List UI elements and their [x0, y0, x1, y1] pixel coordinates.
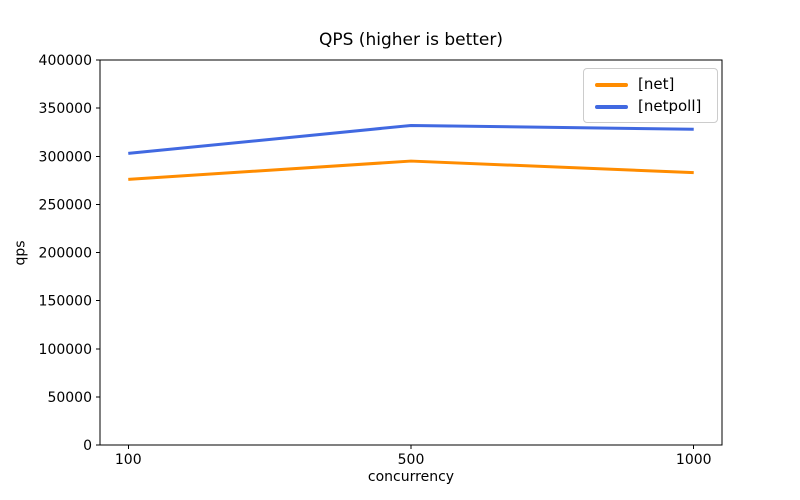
legend-line-netpoll-icon — [595, 104, 628, 109]
x-axis-label: concurrency — [367, 469, 455, 485]
series-line-netpoll — [128, 123, 694, 155]
y-tick-label: 150000 — [39, 294, 92, 310]
legend-label-netpoll: [netpoll] — [638, 97, 702, 115]
x-tick-label: 1000 — [676, 452, 712, 468]
legend-label-net: [net] — [638, 75, 675, 93]
y-tick-label: 200000 — [39, 246, 92, 262]
series-line-net — [128, 159, 694, 181]
y-tick-label: 0 — [83, 438, 92, 454]
legend-item-net: [net] — [595, 77, 706, 92]
y-tick-label: 250000 — [39, 197, 92, 213]
legend-item-netpoll: [netpoll] — [595, 99, 706, 114]
y-tick-label: 300000 — [39, 149, 92, 165]
legend-line-net-icon — [595, 82, 628, 87]
chart-title: QPS (higher is better) — [318, 30, 504, 50]
y-tick-label: 100000 — [39, 342, 92, 358]
y-axis-label: qps — [12, 239, 29, 266]
x-tick-label: 100 — [115, 452, 142, 468]
y-tick-label: 400000 — [39, 53, 92, 69]
legend: [net] [netpoll] — [583, 68, 718, 123]
y-axis-label-wrap: qps — [2, 60, 40, 445]
y-tick-label: 350000 — [39, 101, 92, 117]
y-tick-label: 50000 — [47, 390, 92, 406]
x-tick-label: 500 — [398, 452, 425, 468]
